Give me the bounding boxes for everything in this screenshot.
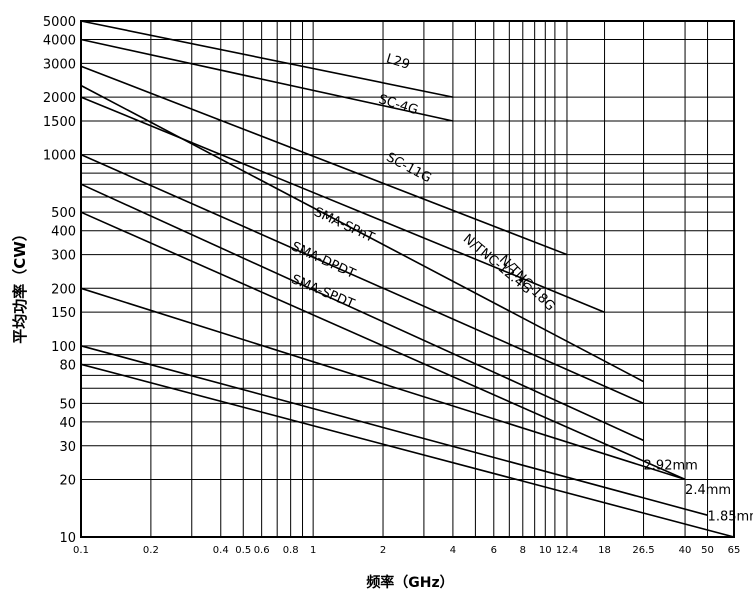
y-tick-label: 4000 [43,34,76,49]
series-label: L29 [384,52,411,73]
x-tick-label: 10 [539,545,552,556]
y-tick-label: 100 [51,340,76,355]
x-tick-label: 2 [380,545,386,556]
y-tick-label: 400 [51,225,76,240]
x-tick-label: 0.5 [235,545,251,556]
x-tick-label: 6 [491,545,497,556]
series-label: SMA-SPnT [311,205,376,246]
y-tick-label: 80 [59,358,76,373]
y-tick-label: 3000 [43,57,76,72]
series-line [80,96,605,313]
series-line [80,38,454,122]
series-line [80,183,644,442]
y-tick-label: 300 [51,249,76,264]
x-tick-label: 8 [520,545,526,556]
x-tick-label: 18 [598,545,611,556]
x-tick-label: 1 [310,545,316,556]
series-label: SC-11G [384,150,434,186]
series-label: 1.85mm [708,509,753,524]
series-label: 2.4mm [685,483,731,498]
y-tick-label: 50 [59,397,76,412]
series-line [80,345,708,516]
x-tick-label: 65 [728,545,741,556]
y-tick-label: 200 [51,282,76,297]
y-tick-label: 10 [59,531,76,546]
series-line [80,363,735,538]
series-line [80,20,454,98]
x-tick-label: 0.4 [213,545,229,556]
y-axis-ticks: 10 20 30 40 50 80 100 150 200 300 400 500 1000 1500 20… [43,15,76,546]
x-tick-label: 40 [679,545,692,556]
x-axis-ticks: 0.1 0.2 0.4 0.5 0.6 0.8 1 2 4 6 8 10 12.4 18 26.5 40 50 6… [73,545,740,556]
plot-frame [80,20,735,538]
x-tick-label: 12.4 [556,545,578,556]
x-tick-label: 4 [450,545,456,556]
x-tick-label: 0.8 [283,545,299,556]
x-tick-label: 26.5 [632,545,654,556]
y-tick-label: 1500 [43,115,76,130]
series-lines [80,20,735,538]
x-tick-label: 50 [701,545,714,556]
series-line [80,287,686,481]
y-tick-label: 1000 [43,149,76,164]
x-tick-label: 0.2 [143,545,159,556]
y-tick-label: 30 [59,440,76,455]
y-tick-label: 150 [51,306,76,321]
series-line [80,153,644,405]
series-line [80,211,686,481]
y-tick-label: 5000 [43,15,76,30]
series-label: N/TNC-18G [496,253,558,315]
y-tick-label: 2000 [43,91,76,106]
y-tick-label: 500 [51,206,76,221]
series-label: 2.92mm [644,459,698,474]
y-tick-label: 20 [59,473,76,488]
x-axis-label: 频率（GHz） [366,574,453,591]
grid [80,20,735,538]
x-tick-label: 0.1 [73,545,89,556]
y-tick-label: 40 [59,416,76,431]
x-tick-label: 0.6 [254,545,270,556]
y-axis-label: 平均功率（CW） [11,226,29,344]
series-line [80,65,568,256]
